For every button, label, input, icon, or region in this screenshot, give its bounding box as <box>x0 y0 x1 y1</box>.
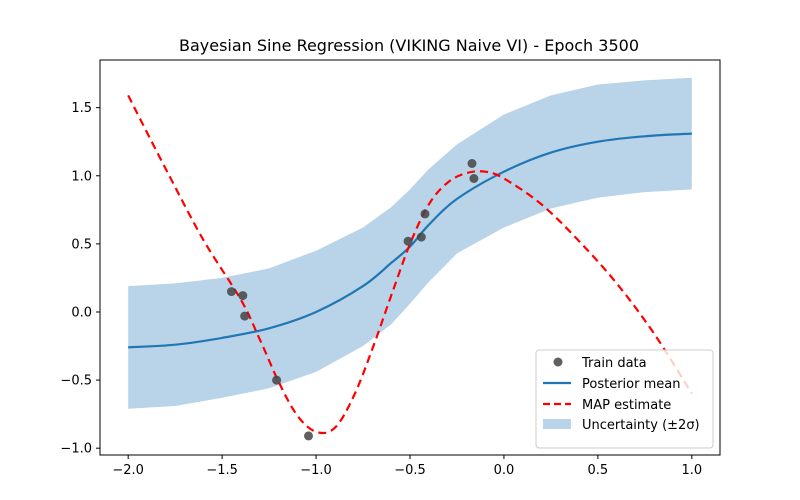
x-tick-label: 0.5 <box>588 463 609 478</box>
train-data-point <box>272 375 282 385</box>
x-tick-label: −1.0 <box>300 463 332 478</box>
legend-map-label: MAP estimate <box>582 398 671 413</box>
train-data-point <box>227 287 236 297</box>
x-tick-label: −0.5 <box>394 463 426 478</box>
y-tick-label: 0.5 <box>71 237 92 252</box>
train-data-point <box>469 174 479 183</box>
y-tick-label: −1.0 <box>60 442 92 457</box>
y-tick-label: 0.0 <box>71 305 92 320</box>
x-tick-label: 0.0 <box>494 463 515 478</box>
legend: Train data Posterior mean MAP estimate U… <box>535 349 714 449</box>
train-data-point <box>420 209 430 219</box>
train-data-point <box>240 311 250 321</box>
plot-area <box>99 59 721 456</box>
x-axis-ticks: −2.0 −1.5 −1.0 −0.5 0.0 0.5 1.0 <box>112 455 702 478</box>
x-tick-label: 1.0 <box>681 463 702 478</box>
train-data-point <box>238 291 248 301</box>
legend-train-marker <box>553 357 563 367</box>
legend-band-label: Uncertainty (±2σ) <box>582 418 700 433</box>
train-data-point <box>403 236 413 246</box>
train-data-point <box>467 159 477 168</box>
legend-band-swatch <box>543 419 571 429</box>
legend-train-label: Train data <box>581 356 647 371</box>
x-tick-label: −2.0 <box>112 463 144 478</box>
legend-box <box>535 349 714 449</box>
scatter-layer <box>227 159 479 441</box>
y-tick-label: 1.5 <box>71 101 92 116</box>
legend-posterior-label: Posterior mean <box>582 377 680 392</box>
y-axis-ticks: −1.0 −0.5 0.0 0.5 1.0 1.5 <box>60 101 100 457</box>
chart-title: Bayesian Sine Regression (VIKING Naive V… <box>179 36 639 55</box>
y-tick-label: −0.5 <box>60 374 92 389</box>
y-tick-label: 1.0 <box>71 169 92 184</box>
x-tick-label: −1.5 <box>206 463 238 478</box>
train-data-point <box>416 232 426 242</box>
train-data-point <box>304 431 313 441</box>
